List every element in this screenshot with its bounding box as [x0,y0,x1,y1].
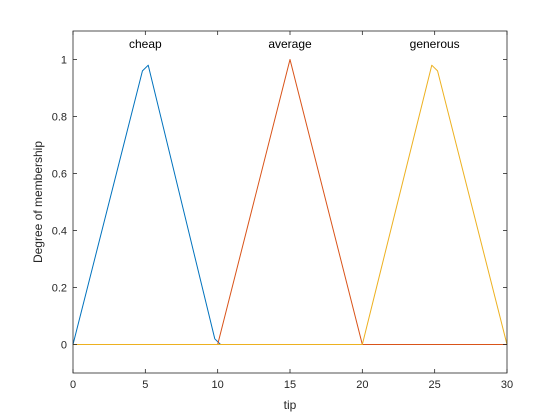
x-tick-label: 25 [429,379,441,391]
x-tick-label: 0 [70,379,76,391]
x-tick-label: 5 [142,379,148,391]
x-tick-label: 15 [284,379,296,391]
annotation-layer: cheap average generous [129,37,460,51]
y-tick-label: 0 [61,340,67,352]
series-label-average: average [268,37,312,51]
y-axis-label: Degree of membership [31,141,45,263]
y-tick-label: 0.8 [52,112,67,124]
x-tick-label: 30 [501,379,513,391]
y-tick-label: 1 [61,55,67,67]
series-label-cheap: cheap [129,37,162,51]
series-layer [72,59,508,345]
series-label-generous: generous [410,37,460,51]
plot-area [73,31,507,373]
y-tick-label: 0.4 [52,226,67,238]
x-axis-label: tip [284,398,297,412]
x-tick-label: 10 [212,379,224,391]
x-tick-label: 20 [356,379,368,391]
y-tick-label: 0.2 [52,283,67,295]
x-axis-ticks: 0 5 10 15 20 25 30 [70,31,513,391]
y-axis-ticks: 0 0.2 0.4 0.6 0.8 1 [52,55,507,352]
y-tick-label: 0.6 [52,169,67,181]
series-line-generous [73,64,508,345]
